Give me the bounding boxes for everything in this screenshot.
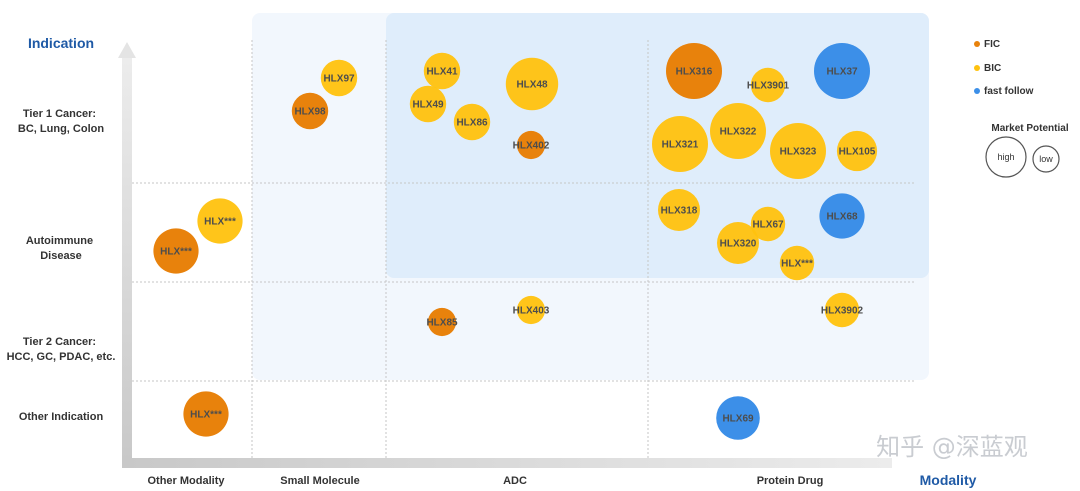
bubble-label: HLX105 [839, 147, 876, 158]
legend: FIC BIC fast follow Market Potential hig… [974, 39, 1069, 178]
legend-fic-label: FIC [984, 39, 1000, 50]
bubble-label: HLX321 [662, 140, 699, 151]
bubble-hlx48 [505, 57, 559, 111]
bubble-hlxxxx [153, 228, 199, 274]
bubble-hlx3901 [750, 67, 786, 103]
bubble-label: HLX*** [781, 259, 813, 270]
y-axis-arrow [118, 42, 136, 58]
bubble-label: HLX403 [513, 306, 550, 317]
bubble-label: HLX68 [826, 212, 858, 223]
bubble-label: HLX323 [780, 147, 817, 158]
bubble-hlxxxx [183, 391, 229, 437]
bubble-label: HLX98 [294, 107, 326, 118]
bubble-hlx85 [427, 307, 457, 337]
bubble-hlx403 [516, 295, 546, 325]
bubble-hlx68 [819, 193, 865, 239]
y-axis [122, 58, 132, 463]
col-label-small-molecule: Small Molecule [280, 475, 359, 487]
legend-size-low [1032, 145, 1060, 173]
x-axis [122, 458, 892, 468]
legend-ff-swatch [974, 88, 980, 94]
bubble-hlx3902 [824, 292, 860, 328]
bubble-hlx86 [453, 103, 491, 141]
watermark: 知乎 @深蓝观 [876, 433, 1028, 461]
bubble-label: HLX*** [204, 217, 236, 228]
bubble-label: HLX322 [720, 127, 757, 138]
bubble-label: HLX*** [160, 247, 192, 258]
row-label-other: Other Indication [19, 411, 104, 423]
bubble-hlx41 [423, 52, 461, 90]
bubble-hlx49 [409, 85, 447, 123]
bubble-label: HLX3901 [747, 81, 790, 92]
bubble-hlx318 [658, 189, 700, 231]
legend-size-high [985, 136, 1027, 178]
bubble-label: HLX49 [412, 100, 444, 111]
bubble-hlx105 [836, 130, 878, 172]
bubble-hlx98 [291, 92, 329, 130]
grid [132, 40, 915, 458]
bubble-label: HLX41 [426, 67, 458, 78]
col-label-protein-drug: Protein Drug [757, 475, 824, 487]
bubble-label: HLX318 [661, 206, 698, 217]
bubble-hlx69 [716, 396, 760, 440]
x-axis-title: Modality [920, 472, 977, 488]
bubble-hlx321 [652, 116, 708, 172]
bubble-hlx97 [320, 59, 358, 97]
legend-size-title: Market Potential [991, 123, 1068, 134]
bubble-label: HLX67 [752, 220, 784, 231]
bubble-hlx320 [717, 222, 759, 264]
legend-size-high-label: high [997, 152, 1014, 162]
bubble-label: HLX85 [426, 318, 458, 329]
bubble-label: HLX3902 [821, 306, 864, 317]
bubble-hlx67 [750, 206, 786, 242]
bubble-label: HLX402 [513, 141, 550, 152]
bubble-hlx323 [770, 123, 826, 179]
row-label-autoimmune: Autoimmune Disease [26, 235, 96, 262]
bubble-label: HLX69 [722, 414, 754, 425]
y-axis-title: Indication [28, 35, 94, 51]
bubble-label: HLX316 [676, 67, 713, 78]
bubble-label: HLX86 [456, 118, 488, 129]
bubble-hlx316 [666, 43, 722, 99]
col-label-adc: ADC [503, 475, 527, 487]
row-label-tier1: Tier 1 Cancer: BC, Lung, Colon [18, 108, 104, 135]
legend-fic-swatch [974, 41, 980, 47]
col-label-other-modality: Other Modality [147, 475, 225, 487]
legend-bic-swatch [974, 65, 980, 71]
bubble-label: HLX*** [190, 410, 222, 421]
legend-ff-label: fast follow [984, 86, 1034, 97]
bubble-hlx402 [516, 130, 546, 160]
bubble-hlx37 [814, 43, 870, 99]
bubble-label: HLX320 [720, 239, 757, 250]
bubble-label: HLX97 [323, 74, 355, 85]
bubbles: HLX316 HLX37 HLX321 HLX322 HLX323 HLX48 HLX68 H… [153, 43, 878, 440]
legend-size-low-label: low [1039, 154, 1053, 164]
bubble-hlxxxx [197, 198, 243, 244]
legend-bic-label: BIC [984, 63, 1001, 74]
bubble-hlx322 [710, 103, 766, 159]
bubble-label: HLX48 [516, 80, 548, 91]
row-label-tier2: Tier 2 Cancer: HCC, GC, PDAC, etc. [7, 336, 116, 363]
bubble-hlxxxx [779, 245, 815, 281]
bubble-label: HLX37 [826, 67, 858, 78]
